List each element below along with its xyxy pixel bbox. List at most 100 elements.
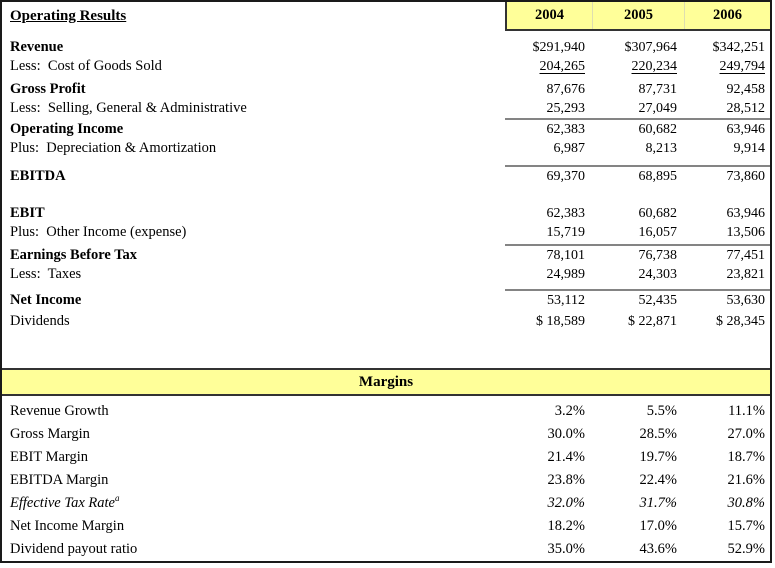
cell-value: 53,630 <box>726 293 766 308</box>
row-values: 32.0% 31.7% 30.8% <box>505 492 770 515</box>
cell-value: 77,451 <box>726 248 766 263</box>
row-depreciation-amortization: Plus: Depreciation & Amortization 6,987 … <box>2 139 770 158</box>
cell-value: 11.1% <box>728 403 765 419</box>
row-effective-tax-rate: Effective Tax Ratea 32.0% 31.7% 30.8% <box>2 492 770 515</box>
row-ebitda: EBITDA 69,370 68,895 73,860 <box>2 167 770 186</box>
cell-value: 25,293 <box>546 101 586 116</box>
cell-value: 8,213 <box>645 141 678 156</box>
cell-value: 27.0% <box>727 426 765 442</box>
row-values: 62,383 60,682 63,946 <box>505 120 770 139</box>
row-label: Gross Margin <box>10 426 90 442</box>
cell-value: 63,946 <box>726 206 766 221</box>
row-values: 62,383 60,682 63,946 <box>505 204 770 223</box>
row-operating-income: Operating Income 62,383 60,682 63,946 <box>2 120 770 139</box>
row-label: Effective Tax Ratea <box>10 493 120 511</box>
row-label: Gross Profit <box>10 81 86 97</box>
cell-value: 27,049 <box>638 101 678 116</box>
cell-value: 60,682 <box>638 122 678 137</box>
cell-value: 249,794 <box>719 59 766 74</box>
cell-value: 19.7% <box>639 449 677 465</box>
row-gross-profit: Gross Profit 87,676 87,731 92,458 <box>2 80 770 99</box>
row-values: 25,293 27,049 28,512 <box>505 99 770 118</box>
cell-value: 18.2% <box>547 518 585 534</box>
row-values: 18.2% 17.0% 15.7% <box>505 515 770 538</box>
year-header-block: 2004 2005 2006 <box>505 2 770 31</box>
cell-value: 21.4% <box>547 449 585 465</box>
cell-value: 35.0% <box>547 541 585 557</box>
subtotal-rule <box>505 118 770 120</box>
row-cost-of-goods-sold: Less: Cost of Goods Sold 204,265 220,234… <box>2 57 770 76</box>
cell-value: 3.2% <box>554 403 585 419</box>
cell-value: 28.5% <box>639 426 677 442</box>
row-values: 23.8% 22.4% 21.6% <box>505 469 770 492</box>
cell-value: 23.8% <box>547 472 585 488</box>
cell-value: 16,057 <box>638 225 678 240</box>
cell-value: 204,265 <box>539 59 586 74</box>
row-label: Less: Cost of Goods Sold <box>10 58 162 74</box>
year-header-2006: 2006 <box>684 2 770 29</box>
row-values: 6,987 8,213 9,914 <box>505 139 770 158</box>
row-values: 35.0% 43.6% 52.9% <box>505 538 770 561</box>
cell-value: 6,987 <box>553 141 586 156</box>
row-sga: Less: Selling, General & Administrative … <box>2 99 770 118</box>
year-header-2005: 2005 <box>592 2 684 29</box>
row-label: Dividend payout ratio <box>10 541 138 557</box>
row-label: Less: Taxes <box>10 266 82 282</box>
row-ebit: EBIT 62,383 60,682 63,946 <box>2 204 770 223</box>
cell-value: 28,512 <box>726 101 766 116</box>
subtotal-rule <box>505 165 770 167</box>
cell-value: 63,946 <box>726 122 766 137</box>
cell-value: 87,731 <box>638 82 678 97</box>
row-label: Less: Selling, General & Administrative <box>10 100 247 116</box>
cell-value: 220,234 <box>631 59 678 74</box>
row-gross-margin: Gross Margin 30.0% 28.5% 27.0% <box>2 423 770 446</box>
row-label: Net Income <box>10 292 82 308</box>
cell-value: 52,435 <box>638 293 678 308</box>
row-label: Revenue Growth <box>10 403 109 419</box>
row-label: Plus: Other Income (expense) <box>10 224 187 240</box>
income-statement: Revenue $291,940 $307,964 $342,251 Less:… <box>2 31 770 331</box>
cell-value: 30.8% <box>727 495 765 511</box>
row-taxes: Less: Taxes 24,989 24,303 23,821 <box>2 265 770 284</box>
cell-value: 24,989 <box>546 267 586 282</box>
row-values: 24,989 24,303 23,821 <box>505 265 770 284</box>
row-label: EBITDA <box>10 168 66 184</box>
cell-value: 62,383 <box>546 122 586 137</box>
row-values: $291,940 $307,964 $342,251 <box>505 38 770 57</box>
cell-value: $291,940 <box>532 40 586 55</box>
row-label: EBITDA Margin <box>10 472 109 488</box>
cell-value: 30.0% <box>547 426 585 442</box>
cell-value: 13,506 <box>726 225 766 240</box>
statement-header: Operating Results 2004 2005 2006 <box>2 2 770 31</box>
cell-value: 73,860 <box>726 169 766 184</box>
row-ebit-margin: EBIT Margin 21.4% 19.7% 18.7% <box>2 446 770 469</box>
row-label: Earnings Before Tax <box>10 247 138 263</box>
row-values: 21.4% 19.7% 18.7% <box>505 446 770 469</box>
footnote-marker: a <box>114 493 120 504</box>
margins-table: Revenue Growth 3.2% 5.5% 11.1% Gross Mar… <box>2 396 770 561</box>
cell-value: 9,914 <box>733 141 766 156</box>
row-values: 3.2% 5.5% 11.1% <box>505 400 770 423</box>
row-earnings-before-tax: Earnings Before Tax 78,101 76,738 77,451 <box>2 246 770 265</box>
row-label: Dividends <box>10 313 70 329</box>
margins-section-header: Margins <box>2 368 770 396</box>
cell-value: 32.0% <box>547 495 585 511</box>
cell-value: 52.9% <box>727 541 765 557</box>
cell-value: 15,719 <box>546 225 586 240</box>
cell-value: 18.7% <box>727 449 765 465</box>
row-label: EBIT Margin <box>10 449 89 465</box>
row-label: EBIT <box>10 205 45 221</box>
row-values: 69,370 68,895 73,860 <box>505 167 770 186</box>
cell-value: $ 18,589 <box>536 314 585 329</box>
cell-value: 22.4% <box>639 472 677 488</box>
row-other-income: Plus: Other Income (expense) 15,719 16,0… <box>2 223 770 242</box>
cell-value: $307,964 <box>624 40 678 55</box>
cell-value: 92,458 <box>726 82 766 97</box>
cell-value: $ 28,345 <box>716 314 765 329</box>
year-header-2004: 2004 <box>535 7 564 23</box>
row-label: Revenue <box>10 39 64 55</box>
cell-value: 76,738 <box>638 248 678 263</box>
cell-value: 15.7% <box>727 518 765 534</box>
row-net-income: Net Income 53,112 52,435 53,630 <box>2 291 770 310</box>
row-revenue-growth: Revenue Growth 3.2% 5.5% 11.1% <box>2 400 770 423</box>
